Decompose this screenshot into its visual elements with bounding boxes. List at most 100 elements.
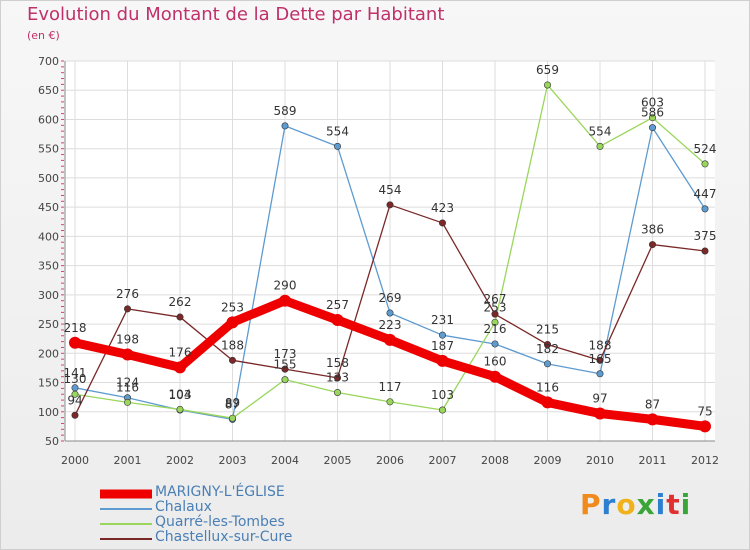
- data-point: [648, 124, 656, 132]
- legend-label: Chastellux-sur-Cure: [155, 529, 293, 545]
- data-label: 454: [379, 183, 402, 197]
- data-point: [701, 160, 709, 168]
- data-label: 116: [536, 380, 559, 394]
- data-point: [279, 294, 291, 307]
- data-label: 94: [67, 393, 82, 407]
- y-tick-label: 450: [38, 201, 59, 214]
- data-label: 141: [64, 366, 87, 380]
- x-tick-label: 2005: [324, 454, 352, 467]
- data-point: [699, 420, 711, 433]
- data-label: 133: [326, 370, 349, 384]
- data-label: 589: [274, 104, 297, 118]
- data-point: [541, 396, 554, 409]
- data-label: 223: [379, 318, 402, 332]
- data-label: 158: [326, 356, 349, 370]
- data-point: [331, 313, 344, 326]
- data-point: [438, 219, 446, 227]
- x-tick-label: 2003: [219, 454, 247, 467]
- legend-label: Quarré-les-Tombes: [155, 514, 285, 530]
- x-tick-label: 2001: [114, 454, 142, 467]
- logo-letter: o: [616, 488, 637, 521]
- data-point: [174, 361, 186, 374]
- data-point: [491, 310, 499, 318]
- data-point: [701, 205, 709, 213]
- data-point: [543, 81, 551, 89]
- legend-label: MARIGNY-L'ÉGLISE: [155, 484, 285, 500]
- data-label: 155: [274, 358, 297, 372]
- logo-letter: r: [601, 488, 617, 521]
- data-label: 182: [536, 342, 559, 356]
- data-point: [491, 340, 499, 348]
- x-tick-label: 2008: [481, 454, 509, 467]
- data-point: [176, 405, 184, 413]
- data-point: [281, 376, 289, 384]
- data-point: [543, 341, 551, 349]
- y-tick-label: 600: [38, 113, 59, 126]
- x-tick-label: 2012: [691, 454, 719, 467]
- data-label: 188: [221, 338, 244, 352]
- data-label: 603: [641, 96, 664, 110]
- y-tick-label: 50: [45, 435, 59, 448]
- data-point: [333, 142, 341, 150]
- data-point: [596, 370, 604, 378]
- data-point: [596, 142, 604, 150]
- y-tick-label: 200: [38, 347, 59, 360]
- data-label: 554: [326, 124, 349, 138]
- x-tick-label: 2010: [586, 454, 614, 467]
- data-label: 117: [379, 380, 402, 394]
- y-tick-label: 400: [38, 230, 59, 243]
- y-tick-label: 650: [38, 84, 59, 97]
- legend-label: Chalaux: [155, 499, 212, 515]
- data-point: [438, 406, 446, 414]
- data-point: [229, 356, 237, 364]
- y-tick-label: 300: [38, 289, 59, 302]
- data-point: [384, 333, 396, 346]
- data-label: 290: [274, 279, 297, 293]
- x-tick-label: 2000: [61, 454, 89, 467]
- data-label: 165: [589, 352, 612, 366]
- data-point: [71, 390, 79, 398]
- data-label: 269: [379, 291, 402, 305]
- data-label: 257: [326, 298, 349, 312]
- chart-subtitle: (en €): [27, 29, 60, 42]
- logo-letter: t: [666, 488, 681, 521]
- data-point: [281, 122, 289, 130]
- data-point: [176, 313, 184, 321]
- data-label: 187: [431, 339, 454, 353]
- y-tick-label: 250: [38, 318, 59, 331]
- data-point: [229, 414, 237, 422]
- data-point: [648, 114, 656, 122]
- data-label: 231: [431, 313, 454, 327]
- data-label: 253: [221, 300, 244, 314]
- data-label: 87: [225, 397, 240, 411]
- proxiti-logo: Proxiti: [580, 488, 691, 521]
- data-label: 659: [536, 63, 559, 77]
- x-tick-label: 2007: [429, 454, 457, 467]
- data-point: [436, 354, 449, 367]
- legend-swatch: [100, 489, 152, 498]
- logo-letter: x: [636, 488, 656, 521]
- data-point: [594, 407, 606, 420]
- data-label: 160: [484, 355, 507, 369]
- x-tick-label: 2009: [534, 454, 562, 467]
- data-label: 423: [431, 201, 454, 215]
- data-label: 375: [694, 229, 717, 243]
- y-tick-label: 500: [38, 172, 59, 185]
- chart-title: Evolution du Montant de la Dette par Hab…: [27, 4, 445, 25]
- data-point: [121, 348, 134, 361]
- data-label: 524: [694, 142, 717, 156]
- data-point: [281, 365, 289, 373]
- y-tick-label: 350: [38, 260, 59, 273]
- data-point: [386, 309, 394, 317]
- legend-swatch: [100, 522, 152, 525]
- logo-letter: i: [655, 488, 667, 521]
- data-label: 75: [697, 404, 712, 418]
- x-tick-label: 2002: [166, 454, 194, 467]
- data-point: [701, 247, 709, 255]
- data-label: 124: [116, 376, 139, 390]
- data-label: 104: [169, 387, 192, 401]
- data-point: [71, 411, 79, 419]
- data-label: 216: [484, 322, 507, 336]
- data-point: [543, 360, 551, 368]
